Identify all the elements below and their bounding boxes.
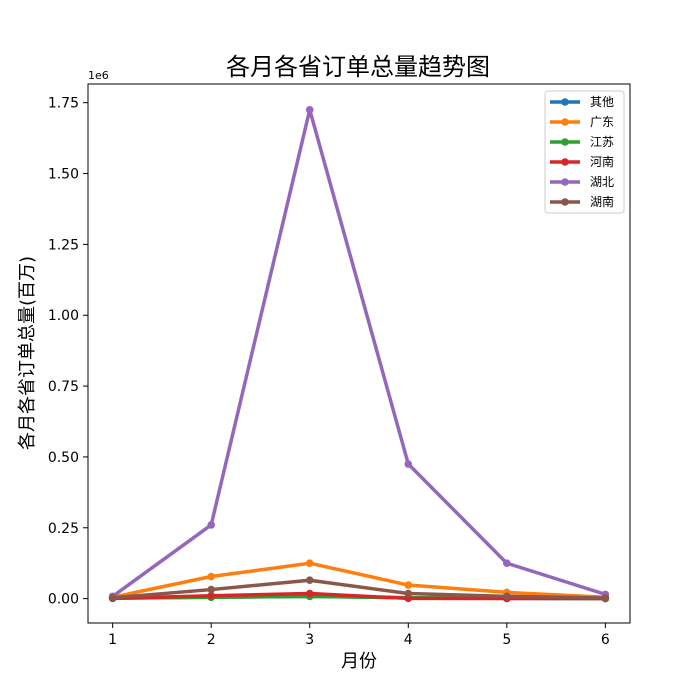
data-point <box>207 572 215 581</box>
y-tick-label: 1.50 <box>48 167 79 183</box>
data-point <box>305 589 314 598</box>
y-axis-offset-label: 1e6 <box>88 69 109 82</box>
legend-swatch-marker <box>561 118 569 126</box>
y-tick-label: 0.00 <box>48 592 79 608</box>
legend-label: 河南 <box>590 154 614 169</box>
legend-label: 湖南 <box>590 194 614 209</box>
y-tick-label: 1.75 <box>48 96 79 112</box>
data-point <box>404 581 413 589</box>
data-point <box>503 559 511 568</box>
data-point <box>305 576 314 585</box>
chart-title: 各月各省订单总量趋势图 <box>226 53 490 81</box>
data-point <box>404 460 413 468</box>
data-point <box>207 521 215 529</box>
y-tick-label: 0.50 <box>48 450 79 466</box>
legend-swatch-marker <box>561 178 569 186</box>
legend-swatch-marker <box>561 198 569 206</box>
legend-swatch-marker <box>561 138 569 146</box>
series-湖北 <box>108 105 610 601</box>
data-point <box>207 591 215 600</box>
plot-frame <box>87 83 631 624</box>
y-tick-label: 0.75 <box>48 379 79 395</box>
legend-item: 江苏 <box>550 135 614 149</box>
legend-label: 其他 <box>590 95 614 109</box>
series-湖南 <box>108 576 610 602</box>
legend-item: 湖北 <box>550 174 614 189</box>
series-line <box>110 591 608 601</box>
data-point <box>601 594 610 602</box>
legend-label: 江苏 <box>590 135 614 149</box>
legend-item: 湖南 <box>550 194 614 209</box>
x-tick-label: 4 <box>404 632 413 648</box>
plot-area <box>87 83 631 624</box>
x-tick-label: 3 <box>305 632 314 648</box>
data-point <box>108 593 117 602</box>
data-point <box>207 585 215 594</box>
series-line <box>110 561 608 599</box>
legend-item: 其他 <box>550 95 614 109</box>
x-tick-label: 1 <box>108 632 117 648</box>
legend-item: 河南 <box>550 154 614 169</box>
data-point <box>503 592 511 601</box>
legend-swatch-marker <box>561 158 569 166</box>
legend-swatch-marker <box>561 98 569 106</box>
x-axis: 1 2 3 4 5 6 <box>108 623 610 648</box>
x-axis-title: 月份 <box>341 651 377 672</box>
x-tick-label: 5 <box>502 632 511 648</box>
y-tick-label: 0.25 <box>48 521 79 537</box>
series-line <box>110 108 608 599</box>
series-line <box>110 578 608 600</box>
legend-item: 广东 <box>550 115 614 129</box>
x-tick-label: 6 <box>601 632 610 648</box>
data-point <box>404 589 413 598</box>
y-tick-label: 1.00 <box>48 308 79 324</box>
y-axis-title: 各月各省订单总量(百万) <box>17 256 38 450</box>
legend-label: 广东 <box>590 115 614 129</box>
x-tick-label: 2 <box>207 632 216 648</box>
y-tick-label: 1.25 <box>48 237 79 253</box>
y-axis: 0.00 0.25 0.50 0.75 1.00 1.25 1.50 1.75 <box>48 96 88 608</box>
legend-label: 湖北 <box>590 174 614 189</box>
data-point <box>305 105 314 114</box>
data-point <box>305 559 314 568</box>
